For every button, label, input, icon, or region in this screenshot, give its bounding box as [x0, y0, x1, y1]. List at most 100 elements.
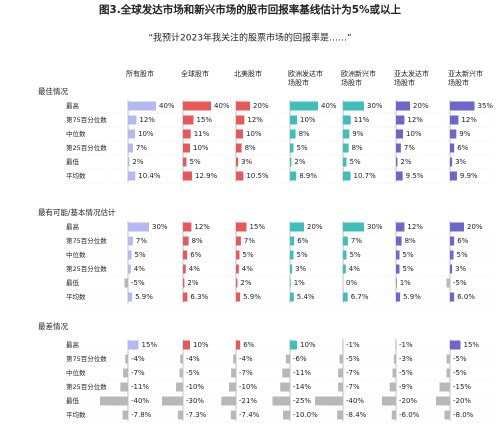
bar [290, 278, 291, 288]
row-label: 中位数 [66, 368, 86, 377]
bar [396, 222, 405, 232]
value-label: 5% [457, 251, 468, 259]
bar [343, 143, 349, 153]
bar [176, 382, 183, 392]
bar [342, 340, 343, 350]
value-label: 6% [190, 251, 201, 259]
row-label: 平均数 [66, 410, 86, 419]
bar [343, 115, 351, 125]
bar [396, 292, 401, 302]
bar [128, 236, 133, 246]
value-label: 3% [455, 265, 466, 273]
bar [290, 101, 318, 111]
value-label: 7% [404, 144, 415, 152]
row-label: 第25百分位数 [66, 264, 107, 273]
value-label: -1% [399, 341, 413, 349]
bar [236, 340, 241, 350]
bar [290, 143, 294, 153]
bar [315, 396, 343, 406]
value-label: 10% [246, 130, 262, 138]
value-label: 5.9% [403, 293, 421, 301]
bar [343, 250, 347, 260]
bar [450, 236, 455, 246]
row-label: 最低 [66, 278, 80, 287]
column-header: 所有股市 [126, 70, 154, 78]
value-label: 5% [350, 251, 361, 259]
bar [396, 129, 403, 139]
bar [183, 292, 188, 302]
value-label: -1% [346, 341, 360, 349]
value-label: -7% [131, 369, 145, 377]
value-label: 4% [134, 265, 145, 273]
bar [396, 143, 401, 153]
bar [396, 115, 405, 125]
value-label: 15% [197, 116, 213, 124]
value-label: 10% [300, 341, 316, 349]
bar [183, 101, 211, 111]
bar [343, 171, 351, 181]
row-label: 最高 [66, 340, 80, 349]
column-header: 亚太发达市场股市 [394, 70, 429, 87]
bar [236, 157, 239, 167]
bar [290, 292, 294, 302]
value-label: 30% [152, 223, 168, 231]
value-label: 8% [245, 144, 256, 152]
bar [396, 250, 400, 260]
value-label: 8% [405, 237, 416, 245]
value-label: 10% [193, 341, 209, 349]
value-label: -7.4% [239, 411, 260, 419]
value-label: -6.0% [399, 411, 420, 419]
bar [439, 382, 450, 392]
value-label: 5% [403, 251, 414, 259]
bar [446, 368, 450, 378]
value-label: 15% [250, 223, 266, 231]
bar [183, 143, 190, 153]
row-label: 第75百分位数 [66, 354, 107, 363]
row-label: 第25百分位数 [66, 382, 107, 391]
value-label: 20% [253, 102, 269, 110]
bar [221, 396, 236, 406]
value-label: 7% [136, 237, 147, 245]
bar [450, 101, 475, 111]
value-label: 9.5% [406, 172, 424, 180]
bar [179, 368, 183, 378]
value-label: 10% [193, 144, 209, 152]
bar [100, 396, 128, 406]
value-label: 7% [351, 237, 362, 245]
bar [290, 115, 297, 125]
bar [389, 382, 396, 392]
bar [272, 396, 290, 406]
bar [128, 157, 130, 167]
bar [236, 115, 245, 125]
bar [128, 250, 132, 260]
bar [446, 354, 450, 364]
bar [128, 129, 135, 139]
bar [343, 157, 347, 167]
bar [436, 396, 450, 406]
value-label: 6% [457, 237, 468, 245]
row-label: 平均数 [66, 171, 86, 180]
value-label: 20% [467, 223, 483, 231]
value-label: -7.8% [131, 411, 152, 419]
chart-title: 图3.全球发达市场和新兴市场的股市回报率基线估计为5%或以上 [99, 3, 402, 16]
chart-subtitle: “我预计2023年我关注的股票市场的回报率是……” [148, 32, 351, 44]
value-label: 6% [297, 237, 308, 245]
bar [183, 222, 192, 232]
bar [183, 115, 194, 125]
bar [290, 236, 295, 246]
bar [180, 354, 183, 364]
value-label: -10.0% [293, 411, 318, 419]
row-label: 第75百分位数 [66, 115, 107, 124]
bar [120, 382, 128, 392]
row-label: 第25百分位数 [66, 143, 107, 152]
bar [290, 264, 293, 274]
value-label: 2% [294, 158, 305, 166]
bar [338, 382, 343, 392]
value-label: 6% [457, 144, 468, 152]
value-label: 6.7% [351, 293, 369, 301]
value-label: 40% [321, 102, 337, 110]
value-label: 8% [352, 144, 363, 152]
bar [124, 278, 128, 288]
bar [444, 410, 450, 420]
